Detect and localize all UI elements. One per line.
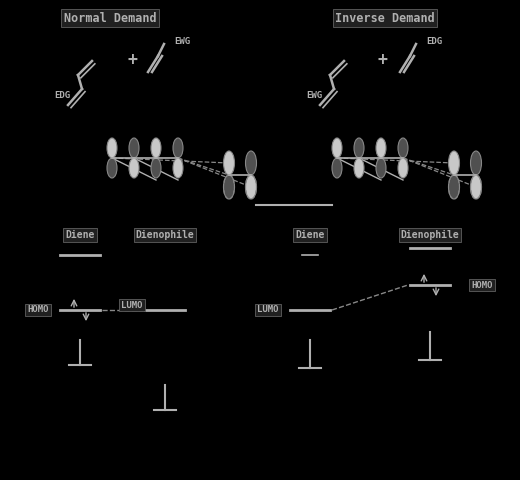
Ellipse shape — [151, 138, 161, 158]
Text: Diene: Diene — [295, 230, 324, 240]
Text: Normal Demand: Normal Demand — [63, 12, 157, 24]
Ellipse shape — [173, 158, 183, 178]
Ellipse shape — [245, 175, 256, 199]
Ellipse shape — [107, 158, 117, 178]
Ellipse shape — [129, 158, 139, 178]
Ellipse shape — [376, 158, 386, 178]
Text: LUMO: LUMO — [121, 300, 143, 310]
Text: Dienophile: Dienophile — [400, 230, 459, 240]
Text: Dienophile: Dienophile — [136, 230, 194, 240]
Ellipse shape — [224, 151, 235, 175]
Ellipse shape — [398, 158, 408, 178]
Ellipse shape — [471, 175, 482, 199]
Ellipse shape — [332, 138, 342, 158]
Text: +: + — [377, 51, 387, 69]
Ellipse shape — [354, 138, 364, 158]
Ellipse shape — [224, 175, 235, 199]
Text: HOMO: HOMO — [471, 280, 493, 289]
Text: +: + — [127, 51, 137, 69]
Ellipse shape — [151, 158, 161, 178]
Ellipse shape — [376, 138, 386, 158]
Text: Diene: Diene — [66, 230, 95, 240]
Ellipse shape — [354, 158, 364, 178]
Ellipse shape — [173, 138, 183, 158]
Ellipse shape — [471, 151, 482, 175]
Ellipse shape — [398, 138, 408, 158]
Ellipse shape — [107, 138, 117, 158]
Ellipse shape — [448, 175, 460, 199]
Text: EWG: EWG — [306, 91, 322, 99]
Ellipse shape — [129, 138, 139, 158]
Text: EWG: EWG — [174, 37, 190, 47]
Text: HOMO: HOMO — [27, 305, 49, 314]
Text: Inverse Demand: Inverse Demand — [335, 12, 435, 24]
Ellipse shape — [332, 158, 342, 178]
Text: EDG: EDG — [426, 37, 442, 47]
Text: LUMO: LUMO — [257, 305, 279, 314]
Text: EDG: EDG — [54, 91, 70, 99]
Ellipse shape — [245, 151, 256, 175]
Ellipse shape — [448, 151, 460, 175]
